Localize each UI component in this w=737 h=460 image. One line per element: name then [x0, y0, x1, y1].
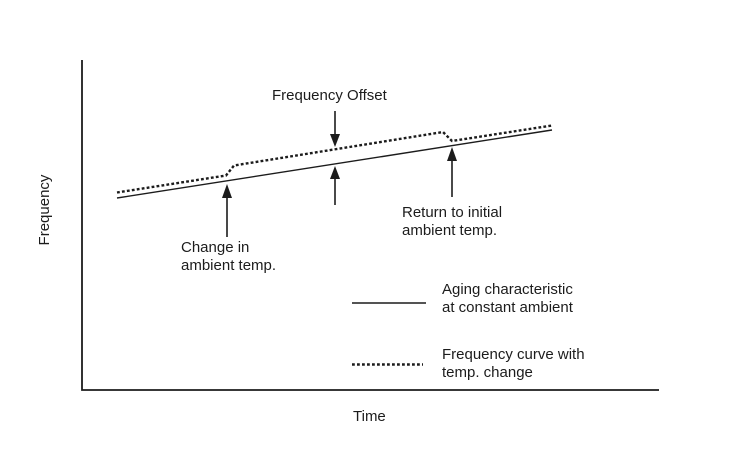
- return-ambient-label-line1: Return to initial: [402, 204, 503, 221]
- change-ambient-label-line1: Change in: [181, 239, 250, 256]
- change-ambient-label-line2: ambient temp.: [181, 257, 277, 274]
- legend-aging-label: Aging characteristic at constant ambient: [442, 281, 573, 317]
- legend-aging-label-line2: at constant ambient: [442, 299, 573, 316]
- aging-curve-line: [116, 129, 553, 199]
- return-ambient-label-line2: ambient temp.: [402, 222, 498, 239]
- change-ambient-label: Change in ambient temp.: [181, 239, 276, 275]
- change-ambient-arrow: [222, 184, 232, 237]
- x-axis-label: Time: [353, 408, 386, 425]
- return-ambient-arrow: [447, 147, 457, 197]
- frequency-offset-up-arrow: [330, 166, 340, 205]
- temp-change-curve-line: [116, 124, 553, 194]
- axes-lines: [81, 60, 659, 391]
- y-axis-label: Frequency: [36, 174, 53, 246]
- frequency-offset-down-arrow: [330, 111, 340, 147]
- frequency-offset-label: Frequency Offset: [272, 87, 387, 104]
- legend-temp-change-label: Frequency curve with temp. change: [442, 346, 585, 382]
- legend-aging-label-line1: Aging characteristic: [442, 281, 573, 298]
- legend-temp-change-label-line1: Frequency curve with: [442, 346, 585, 363]
- return-ambient-label: Return to initial ambient temp.: [402, 204, 502, 240]
- legend-temp-change-label-line2: temp. change: [442, 364, 533, 381]
